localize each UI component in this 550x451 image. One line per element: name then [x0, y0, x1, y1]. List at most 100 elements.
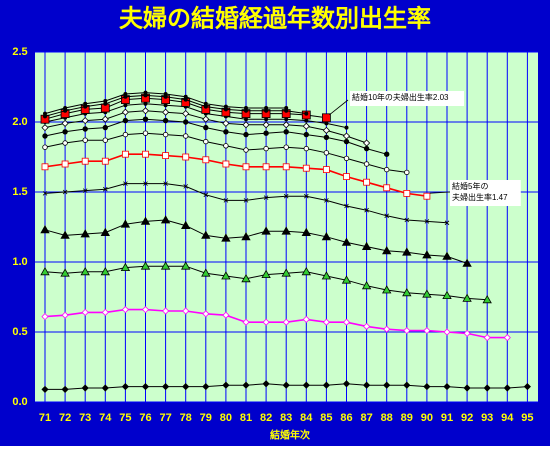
x-axis-title: 結婚年次 — [270, 429, 310, 442]
marker — [40, 224, 50, 234]
marker — [263, 130, 269, 136]
marker — [141, 107, 150, 115]
marker — [162, 117, 169, 124]
marker — [403, 327, 411, 335]
marker — [141, 306, 150, 314]
marker — [424, 219, 430, 224]
marker — [301, 227, 311, 237]
marker — [242, 381, 250, 389]
marker — [342, 380, 351, 388]
marker — [82, 188, 88, 193]
marker — [182, 153, 190, 161]
chart-title: 夫婦の結婚経過年数別出生率 — [119, 4, 431, 32]
marker — [181, 261, 191, 270]
marker — [222, 381, 230, 389]
marker — [42, 133, 48, 139]
marker — [304, 118, 309, 123]
marker — [182, 110, 190, 118]
series-line — [44, 118, 387, 155]
y-tick-label: 0.0 — [12, 396, 27, 408]
marker — [284, 117, 289, 122]
marker — [262, 380, 270, 388]
x-tick-label: 74 — [99, 412, 112, 424]
marker — [402, 247, 412, 256]
marker — [383, 381, 391, 389]
marker — [201, 230, 211, 239]
marker — [41, 124, 49, 132]
x-tick-label: 88 — [381, 412, 393, 424]
marker — [243, 147, 249, 153]
marker — [182, 119, 189, 125]
marker — [304, 111, 309, 116]
marker — [81, 157, 89, 165]
y-tick-label: 2.5 — [12, 46, 27, 58]
marker — [183, 184, 188, 189]
marker — [361, 280, 372, 290]
marker — [322, 318, 330, 326]
marker — [62, 140, 68, 146]
marker — [60, 230, 70, 239]
series-line — [44, 308, 508, 339]
marker — [142, 116, 149, 122]
marker — [443, 328, 451, 336]
marker — [262, 318, 270, 326]
marker — [364, 207, 369, 213]
marker — [182, 133, 189, 139]
series-line — [44, 94, 307, 117]
marker — [162, 108, 170, 116]
marker — [483, 334, 491, 342]
y-tick-label: 1.0 — [12, 256, 27, 268]
marker — [103, 186, 108, 192]
marker — [222, 160, 230, 168]
marker — [80, 266, 90, 276]
marker — [344, 203, 349, 209]
marker — [264, 117, 269, 122]
marker — [482, 294, 492, 304]
marker — [322, 166, 330, 174]
marker — [120, 219, 131, 228]
marker — [81, 308, 89, 316]
marker — [423, 192, 431, 200]
x-tick-label: 91 — [441, 412, 453, 424]
marker — [363, 145, 370, 152]
marker — [444, 220, 450, 226]
marker — [123, 92, 128, 97]
marker — [404, 217, 410, 223]
x-tick-label: 83 — [280, 412, 292, 424]
marker — [303, 131, 309, 138]
marker — [202, 383, 210, 391]
marker — [42, 144, 48, 150]
marker — [61, 385, 69, 393]
marker — [241, 231, 251, 241]
marker — [363, 322, 371, 330]
marker — [121, 383, 129, 391]
marker — [261, 226, 271, 235]
marker — [282, 381, 290, 389]
x-tick-label: 86 — [340, 412, 352, 424]
marker — [203, 192, 209, 198]
x-tick-label: 90 — [421, 412, 433, 424]
marker — [324, 121, 329, 126]
marker — [100, 266, 110, 276]
marker — [281, 226, 291, 235]
marker — [181, 220, 191, 230]
x-tick-label: 72 — [59, 412, 71, 424]
marker — [223, 198, 229, 203]
annotation-leader — [429, 191, 451, 194]
marker — [282, 121, 290, 129]
marker — [382, 285, 392, 294]
marker — [263, 145, 269, 152]
marker — [140, 261, 151, 270]
marker — [81, 384, 89, 392]
marker — [324, 198, 329, 203]
x-tick-label: 89 — [401, 412, 413, 424]
marker — [302, 164, 310, 172]
marker — [242, 318, 250, 326]
marker — [302, 122, 310, 130]
marker — [101, 308, 109, 316]
marker — [182, 383, 190, 391]
marker — [62, 189, 68, 195]
marker — [442, 251, 452, 260]
marker — [341, 237, 352, 246]
marker — [221, 233, 231, 242]
